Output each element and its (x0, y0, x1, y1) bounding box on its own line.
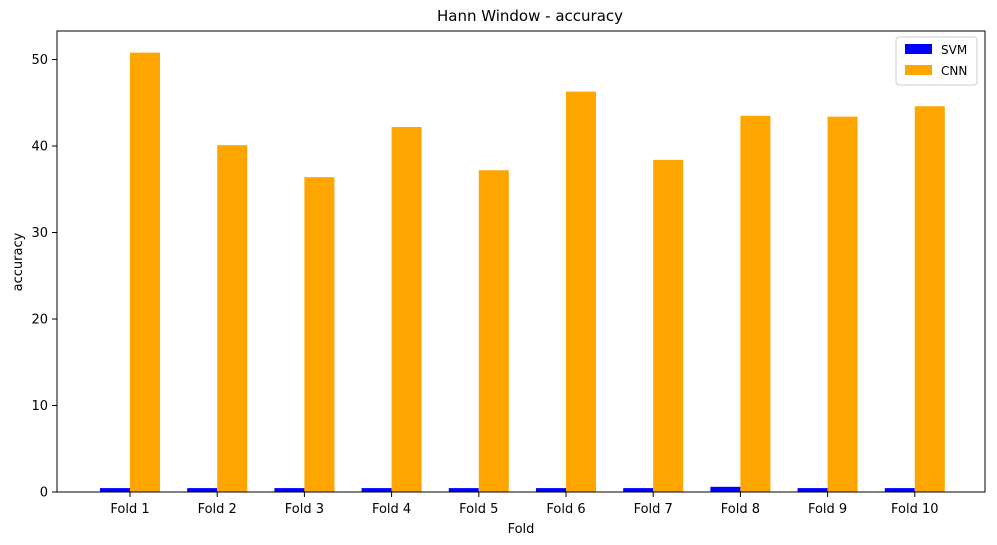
legend-swatch-cnn (905, 65, 932, 75)
x-tick-label: Fold 7 (634, 502, 673, 517)
x-axis-title: Fold (508, 522, 535, 537)
x-tick-label: Fold 9 (808, 502, 847, 517)
bar-svm-1 (100, 488, 130, 492)
bar-cnn-1 (130, 52, 160, 492)
x-tick-label: Fold 1 (110, 502, 149, 517)
bar-svm-3 (274, 488, 305, 492)
x-tick-label: Fold 8 (721, 502, 760, 517)
bar-svm-7 (623, 488, 654, 492)
y-tick-label: 40 (31, 140, 48, 155)
bar-svm-4 (361, 488, 392, 492)
y-axis: 0 10 20 30 40 50 (31, 53, 57, 501)
bar-cnn-10 (914, 106, 945, 493)
bars-group (100, 52, 945, 493)
x-tick-label: Fold 10 (891, 502, 939, 517)
bar-svm-5 (448, 488, 479, 492)
x-tick-label: Fold 5 (459, 502, 498, 517)
bar-cnn-8 (740, 115, 771, 493)
bar-svm-9 (797, 488, 828, 492)
x-tick-label: Fold 4 (372, 502, 411, 517)
legend-swatch-svm (905, 44, 932, 54)
y-tick-label: 50 (31, 53, 48, 68)
y-axis-title: accuracy (11, 232, 26, 291)
bar-cnn-6 (566, 91, 596, 492)
bar-cnn-3 (304, 177, 335, 493)
y-tick-label: 30 (31, 226, 48, 241)
legend-label-svm: SVM (941, 43, 967, 57)
x-tick-label: Fold 2 (198, 502, 237, 517)
bar-cnn-7 (653, 159, 684, 492)
plot-frame (56, 30, 986, 493)
bar-cnn-5 (478, 170, 509, 492)
bar-cnn-2 (217, 145, 248, 492)
x-tick-label: Fold 3 (285, 502, 324, 517)
y-tick-label: 0 (40, 486, 48, 501)
y-tick-label: 20 (31, 313, 48, 328)
bar-svm-8 (710, 486, 741, 492)
bar-cnn-4 (391, 127, 422, 493)
x-axis: Fold 1 Fold 2 Fold 3 Fold 4 Fold 5 Fold 6 Fold… (110, 492, 939, 517)
x-tick-label: Fold 6 (546, 502, 585, 517)
legend-label-cnn: CNN (941, 64, 967, 78)
bar-svm-6 (536, 488, 566, 492)
bar-svm-2 (187, 488, 218, 492)
bar-cnn-9 (827, 116, 858, 492)
y-tick-label: 10 (31, 399, 48, 414)
chart-title: Hann Window - accuracy (437, 7, 623, 25)
legend: SVM CNN (895, 36, 978, 86)
bar-svm-10 (884, 488, 915, 492)
